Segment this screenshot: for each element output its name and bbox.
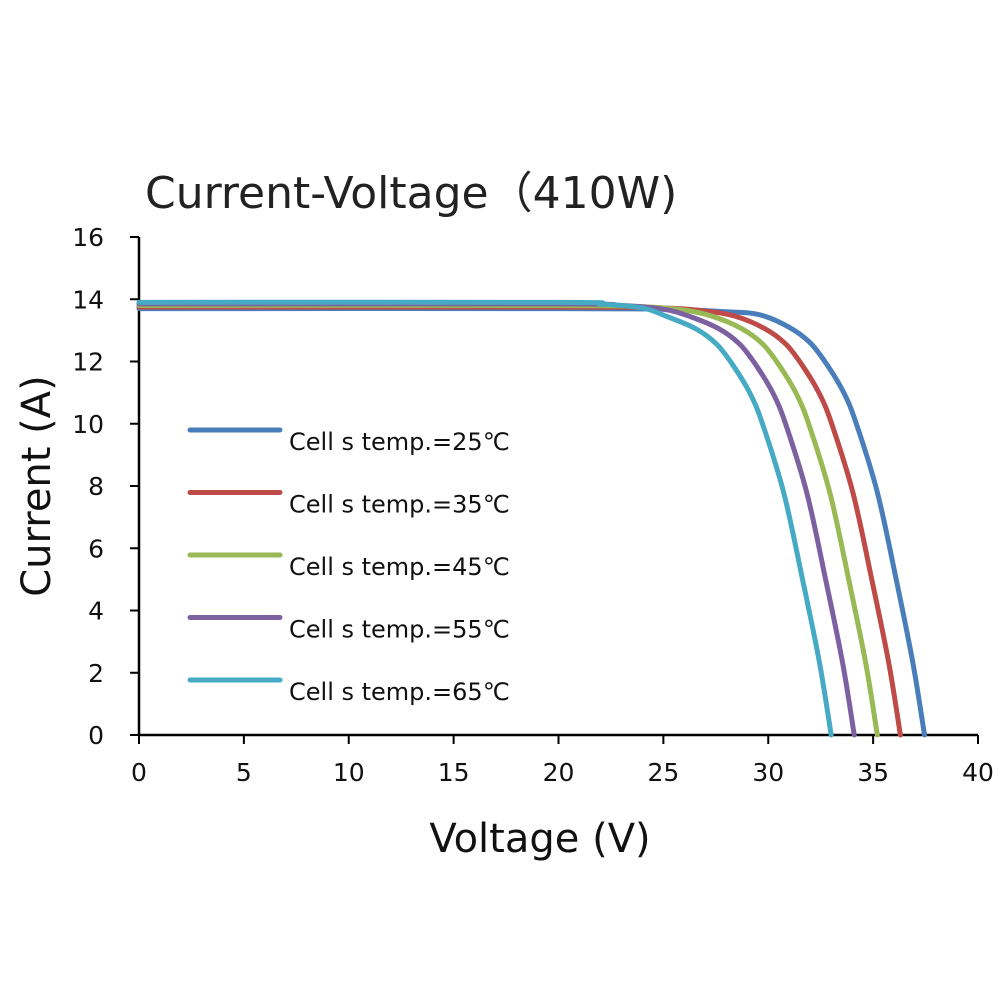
legend-label-1: Cell s temp.=35℃ bbox=[289, 491, 510, 519]
y-tick-label: 8 bbox=[88, 472, 104, 501]
y-tick-label: 14 bbox=[72, 285, 104, 314]
x-axis-label: Voltage (V) bbox=[429, 816, 650, 862]
y-tick-label: 2 bbox=[88, 659, 104, 688]
chart-title: Current-Voltage（410W) bbox=[145, 168, 677, 219]
x-tick-label: 35 bbox=[857, 758, 889, 787]
legend-label-0: Cell s temp.=25℃ bbox=[289, 428, 510, 456]
x-tick-label: 20 bbox=[543, 758, 575, 787]
series-line-1 bbox=[136, 304, 903, 738]
x-tick-label: 0 bbox=[131, 758, 147, 787]
x-tick-label: 5 bbox=[236, 758, 252, 787]
y-tick-label: 10 bbox=[72, 410, 104, 439]
y-tick-label: 16 bbox=[72, 223, 104, 252]
y-tick-label: 0 bbox=[88, 721, 104, 750]
x-tick-label: 30 bbox=[752, 758, 784, 787]
x-tick-label: 25 bbox=[647, 758, 679, 787]
y-axis-label: Current (A) bbox=[14, 375, 60, 597]
x-tick-label: 10 bbox=[333, 758, 365, 787]
series-line-2 bbox=[136, 302, 880, 738]
legend-label-4: Cell s temp.=65℃ bbox=[289, 678, 510, 706]
series-line-4 bbox=[136, 299, 834, 738]
y-tick-label: 12 bbox=[72, 348, 104, 377]
legend-label-3: Cell s temp.=55℃ bbox=[289, 616, 510, 644]
x-tick-label: 40 bbox=[962, 758, 994, 787]
y-tick-label: 4 bbox=[88, 597, 104, 626]
x-tick-label: 15 bbox=[438, 758, 470, 787]
series-line-3 bbox=[136, 301, 857, 738]
y-tick-label: 6 bbox=[88, 534, 104, 563]
legend-label-2: Cell s temp.=45℃ bbox=[289, 553, 510, 581]
